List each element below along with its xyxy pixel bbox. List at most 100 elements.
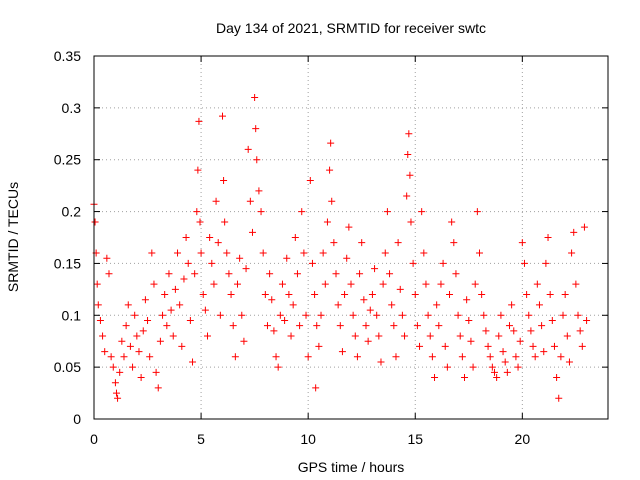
data-point (456, 332, 464, 340)
data-point (233, 280, 241, 288)
data-point (152, 368, 160, 376)
data-point (131, 311, 139, 319)
data-point (96, 316, 104, 324)
data-point (270, 327, 278, 335)
data-point (512, 353, 520, 361)
data-point (540, 348, 548, 356)
data-point (150, 280, 158, 288)
data-point (116, 368, 124, 376)
data-point (330, 239, 338, 247)
data-point (478, 291, 486, 299)
data-point (304, 353, 312, 361)
data-point (450, 239, 458, 247)
data-point (122, 322, 130, 330)
data-point (283, 254, 291, 262)
data-point (99, 332, 107, 340)
data-point (572, 280, 580, 288)
data-point (452, 270, 460, 278)
data-point (411, 291, 419, 299)
y-tick-label: 0.1 (62, 307, 82, 323)
data-point (550, 342, 558, 350)
data-point (251, 93, 259, 101)
data-point (463, 296, 471, 304)
y-tick-label: 0 (73, 411, 81, 427)
data-point (321, 280, 329, 288)
data-point (501, 358, 509, 366)
data-point (253, 156, 261, 164)
data-point (313, 322, 321, 330)
data-point (403, 192, 411, 200)
x-tick-label: 0 (90, 431, 98, 447)
data-point (227, 291, 235, 299)
data-point (112, 389, 120, 397)
data-point (118, 337, 126, 345)
data-point (178, 342, 186, 350)
data-point (458, 353, 466, 361)
data-point (351, 332, 359, 340)
data-point (210, 280, 218, 288)
data-point (248, 228, 256, 236)
data-point (381, 249, 389, 257)
data-point (480, 311, 488, 319)
data-point (244, 145, 252, 153)
data-point (135, 348, 143, 356)
data-point (214, 239, 222, 247)
data-point (204, 332, 212, 340)
data-point (219, 112, 226, 120)
data-point (343, 254, 351, 262)
data-point (420, 249, 428, 257)
data-point (561, 291, 569, 299)
data-point (366, 306, 374, 314)
x-axis-ticks: 0 5 10 15 20 (90, 56, 530, 447)
data-point (120, 353, 128, 361)
data-point (163, 322, 171, 330)
data-point (293, 270, 301, 278)
data-point (514, 363, 522, 371)
data-point (196, 218, 204, 226)
data-point (476, 249, 483, 257)
data-point (308, 259, 316, 267)
data-point (557, 353, 565, 361)
data-point (495, 332, 503, 340)
data-point (533, 280, 541, 288)
data-point (216, 311, 224, 319)
data-point (510, 327, 518, 335)
data-point (201, 306, 209, 314)
data-point (229, 322, 237, 330)
data-point (473, 208, 481, 216)
data-point (338, 348, 346, 356)
data-point (426, 332, 434, 340)
data-point (315, 342, 323, 350)
data-point (583, 316, 591, 324)
data-point (490, 368, 498, 376)
data-point (159, 311, 167, 319)
data-point (448, 218, 456, 226)
data-point (576, 327, 584, 335)
data-point (197, 249, 205, 257)
data-point (146, 353, 154, 361)
data-point (148, 249, 156, 257)
data-point (358, 239, 366, 247)
data-point (407, 218, 415, 226)
data-point (336, 322, 344, 330)
data-point (435, 322, 443, 330)
data-point (565, 358, 573, 366)
data-point (317, 311, 325, 319)
data-point (266, 270, 274, 278)
data-point (523, 291, 531, 299)
data-point (311, 291, 319, 299)
data-point (334, 301, 342, 309)
data-point (375, 332, 383, 340)
data-point (553, 374, 561, 382)
data-point (141, 296, 149, 304)
data-point (236, 254, 244, 262)
data-points (90, 93, 591, 402)
data-point (465, 316, 473, 324)
data-point (287, 332, 295, 340)
data-point (433, 301, 441, 309)
data-point (418, 208, 426, 216)
data-point (107, 353, 115, 361)
data-point (563, 332, 571, 340)
data-point (154, 384, 162, 392)
